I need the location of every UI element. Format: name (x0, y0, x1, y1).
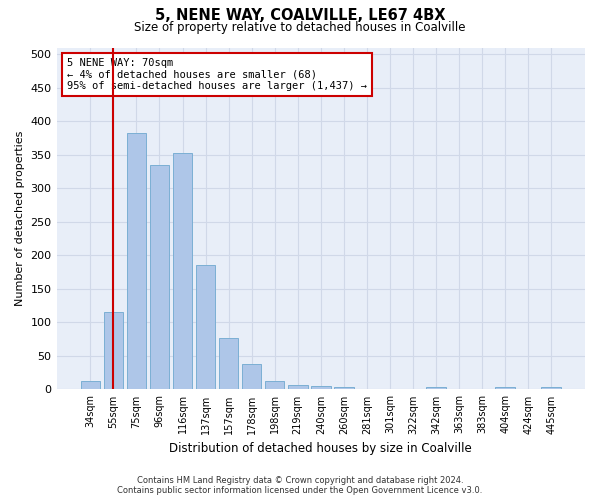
Bar (196, 264, 215, 390)
Text: 5 NENE WAY: 70sqm
← 4% of detached houses are smaller (68)
95% of semi-detached : 5 NENE WAY: 70sqm ← 4% of detached house… (67, 58, 367, 91)
Bar (149, 165, 169, 390)
Bar (426, 386, 446, 390)
Text: 5, NENE WAY, COALVILLE, LE67 4BX: 5, NENE WAY, COALVILLE, LE67 4BX (155, 8, 445, 22)
Text: Size of property relative to detached houses in Coalville: Size of property relative to detached ho… (134, 22, 466, 35)
Bar (541, 386, 561, 390)
Y-axis label: Number of detached properties: Number of detached properties (15, 131, 25, 306)
Bar (265, 382, 284, 390)
Bar (288, 384, 308, 390)
Bar (127, 132, 146, 390)
Bar (242, 364, 262, 390)
Bar (219, 338, 238, 390)
Bar (334, 388, 353, 390)
Bar (496, 386, 515, 390)
X-axis label: Distribution of detached houses by size in Coalville: Distribution of detached houses by size … (169, 442, 472, 455)
Bar (104, 312, 123, 390)
Bar (80, 382, 100, 390)
Bar (173, 153, 193, 390)
Text: Contains HM Land Registry data © Crown copyright and database right 2024.
Contai: Contains HM Land Registry data © Crown c… (118, 476, 482, 495)
Bar (311, 386, 331, 390)
